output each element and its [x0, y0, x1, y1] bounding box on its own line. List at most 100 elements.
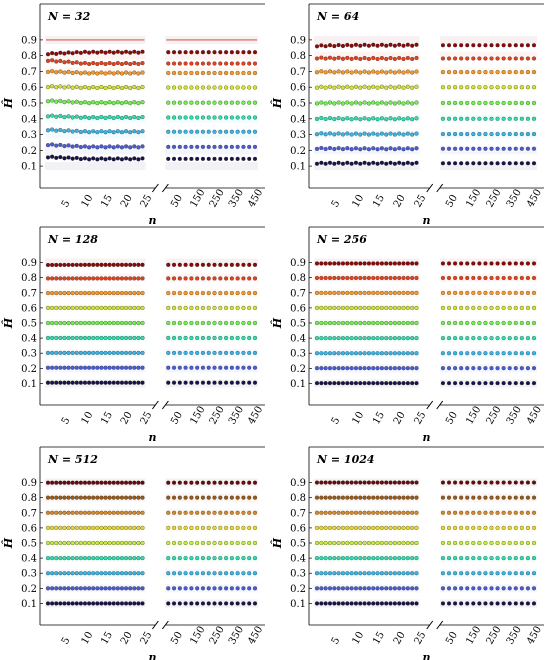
data-point — [218, 70, 223, 76]
data-point — [45, 305, 51, 310]
data-point — [440, 366, 446, 371]
data-point — [465, 586, 470, 591]
data-point — [107, 365, 112, 370]
data-point — [252, 540, 258, 546]
data-point — [345, 69, 350, 74]
data-point — [183, 365, 188, 370]
data-point — [375, 571, 380, 576]
data-point — [392, 381, 397, 386]
data-point — [489, 56, 494, 61]
data-point — [410, 556, 415, 561]
data-point — [206, 380, 211, 385]
data-point — [323, 510, 328, 515]
data-point — [70, 510, 75, 515]
data-point — [440, 43, 446, 48]
data-point — [177, 156, 182, 161]
x-tick-label: 450 — [525, 187, 544, 209]
series-band — [439, 67, 537, 76]
y-tick-label: 0.2 — [290, 364, 306, 375]
data-point — [140, 571, 145, 576]
series-band — [165, 478, 258, 487]
data-point — [241, 320, 246, 326]
data-point — [384, 43, 389, 48]
data-point — [78, 586, 83, 591]
x-tick-label: 5 — [60, 415, 73, 426]
data-point — [128, 50, 133, 55]
data-point — [375, 480, 380, 485]
data-point — [212, 480, 217, 485]
data-point — [62, 100, 67, 105]
data-point — [362, 42, 367, 47]
data-point — [375, 586, 380, 591]
data-point — [384, 601, 389, 606]
data-point — [166, 601, 171, 606]
data-point — [132, 601, 137, 606]
data-point — [95, 262, 100, 267]
data-point — [252, 601, 258, 606]
data-point — [388, 366, 393, 371]
data-point — [477, 275, 482, 281]
data-point — [345, 100, 350, 105]
data-point — [140, 305, 145, 310]
x-tick-label: 150 — [188, 404, 207, 426]
series-band — [314, 599, 420, 608]
data-point — [166, 50, 171, 55]
data-point — [140, 100, 145, 105]
series-band — [165, 303, 258, 312]
data-point — [327, 510, 333, 515]
data-point — [95, 291, 100, 296]
data-point — [366, 336, 371, 341]
data-point — [177, 144, 182, 149]
data-point — [78, 571, 83, 576]
data-point — [362, 160, 367, 165]
data-point — [327, 540, 333, 546]
data-point — [366, 556, 371, 561]
data-point — [241, 335, 246, 341]
data-point — [531, 146, 537, 151]
data-point — [414, 275, 419, 281]
data-point — [379, 381, 384, 386]
data-point — [70, 144, 75, 149]
data-point — [74, 99, 79, 104]
data-point — [189, 380, 194, 385]
data-point — [414, 351, 419, 356]
x-tick-label: 5 — [330, 415, 343, 426]
data-point — [349, 586, 354, 591]
data-point — [195, 156, 200, 161]
data-point — [345, 160, 350, 165]
data-point — [45, 495, 51, 500]
data-point — [103, 101, 108, 106]
series-band — [45, 478, 146, 487]
data-point — [371, 160, 376, 165]
data-point — [379, 320, 384, 326]
data-point — [82, 495, 88, 500]
data-point — [91, 586, 96, 591]
data-point — [66, 525, 71, 530]
series-band — [45, 523, 146, 532]
data-point — [371, 601, 376, 606]
data-point — [171, 291, 177, 296]
data-point — [62, 156, 67, 161]
data-point — [212, 586, 217, 591]
data-point — [252, 510, 258, 515]
panel-title: N = 1024 — [316, 453, 375, 466]
data-point — [103, 85, 108, 91]
data-point — [401, 101, 406, 106]
data-point — [247, 85, 252, 90]
data-point — [200, 495, 206, 500]
data-point — [323, 336, 328, 341]
data-point — [465, 116, 470, 121]
x-tick-label: 10 — [350, 193, 366, 210]
data-point — [107, 100, 112, 105]
data-point — [235, 305, 240, 310]
data-point — [177, 540, 182, 546]
data-point — [477, 116, 482, 121]
data-point — [177, 571, 182, 576]
data-point — [405, 336, 410, 341]
data-point — [519, 381, 524, 386]
data-point — [95, 115, 100, 121]
data-point — [495, 56, 500, 61]
series-band — [439, 319, 537, 327]
data-point — [392, 305, 397, 310]
data-point — [195, 495, 200, 500]
